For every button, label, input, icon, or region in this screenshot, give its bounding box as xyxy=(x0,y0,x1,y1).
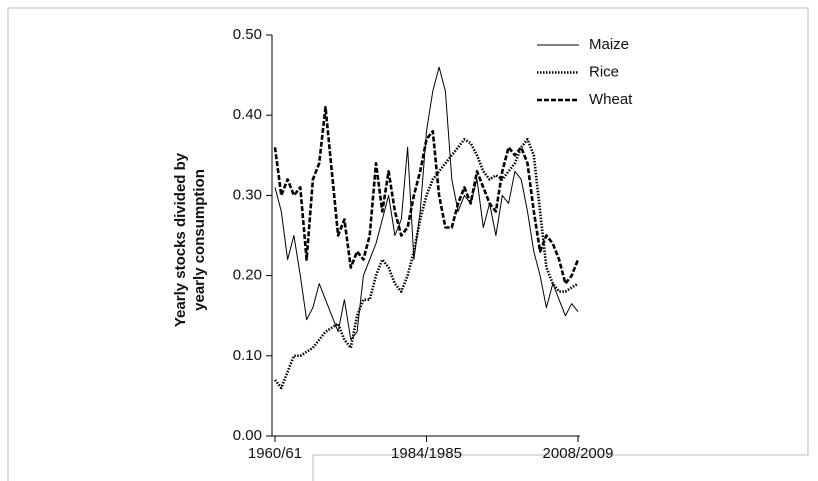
y-tick-label: 0.40 xyxy=(233,106,262,123)
x-tick-label: 2008/2009 xyxy=(543,445,614,462)
y-tick-label: 0.00 xyxy=(233,427,262,444)
series-line xyxy=(273,105,580,285)
y-tick-label: 0.10 xyxy=(233,347,262,364)
frame xyxy=(8,7,809,481)
y-tick-label: 0.20 xyxy=(233,267,262,284)
y-axis-title: Yearly stocks divided by yearly consumpti… xyxy=(172,152,208,327)
x-tick-label: 1984/1985 xyxy=(391,445,462,462)
series-line xyxy=(274,66,579,341)
series-line xyxy=(273,138,579,390)
y-tick-label: 0.30 xyxy=(233,186,262,203)
y-axis-title-line: yearly consumption xyxy=(191,169,208,311)
legend-label: Wheat xyxy=(589,91,633,108)
legend-label: Maize xyxy=(589,36,629,53)
y-axis-title-line: Yearly stocks divided by xyxy=(172,152,189,327)
y-tick-label: 0.50 xyxy=(233,26,262,43)
legend-label: Rice xyxy=(589,63,619,80)
x-tick-label: 1960/61 xyxy=(248,445,302,462)
